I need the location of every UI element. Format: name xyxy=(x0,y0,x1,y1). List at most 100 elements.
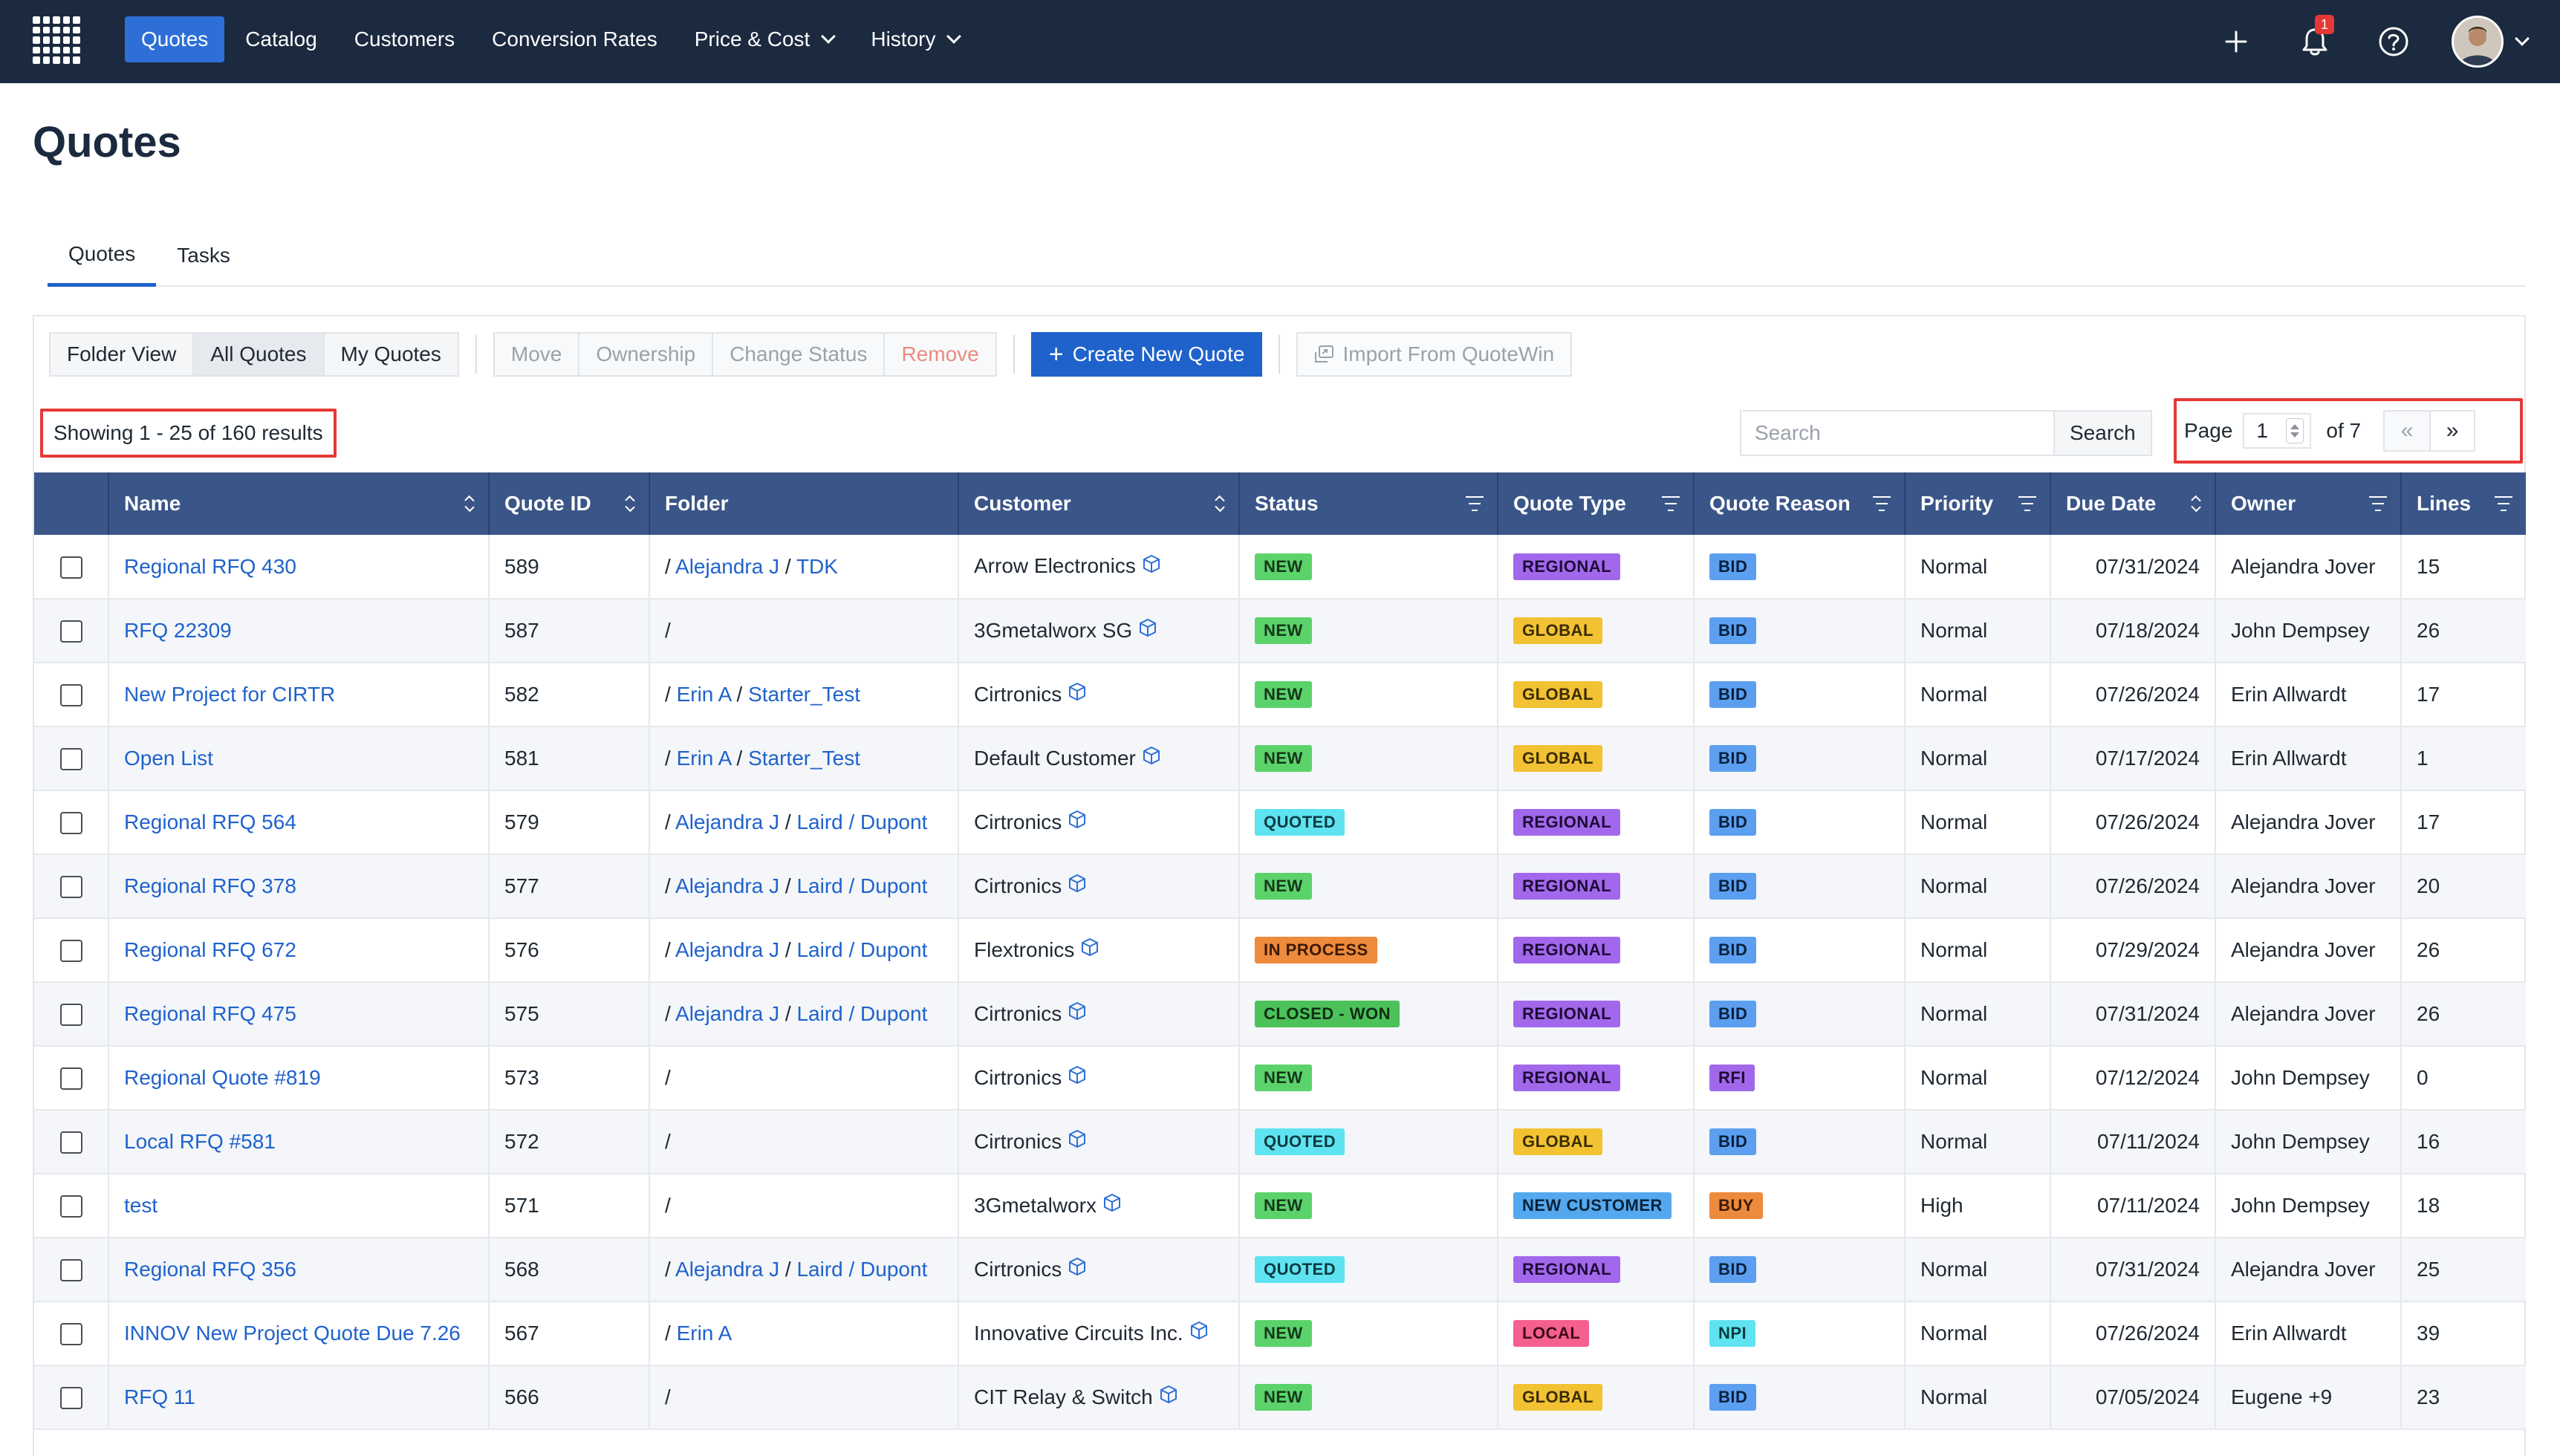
folder-link[interactable]: TDK xyxy=(796,554,838,578)
column-header-lines[interactable]: Lines xyxy=(2401,472,2526,535)
table-row[interactable]: Regional RFQ 672 576/ Alejandra J / Laird… xyxy=(34,918,2526,983)
add-button[interactable] xyxy=(2215,21,2257,62)
quote-name-link[interactable]: RFQ 11 xyxy=(124,1385,195,1408)
filter-icon[interactable] xyxy=(2018,496,2036,511)
search-input[interactable] xyxy=(1740,410,2053,456)
cube-icon[interactable] xyxy=(1102,1193,1122,1218)
filter-icon[interactable] xyxy=(1873,496,1891,511)
previous-page-button[interactable]: « xyxy=(2383,410,2430,452)
quote-name-link[interactable]: test xyxy=(124,1194,158,1217)
folder-link[interactable]: Alejandra J xyxy=(675,938,780,961)
row-checkbox[interactable] xyxy=(59,1323,82,1346)
column-header-status[interactable]: Status xyxy=(1239,472,1498,535)
search-button[interactable]: Search xyxy=(2053,410,2152,456)
folder-link[interactable]: Alejandra J xyxy=(675,1002,780,1025)
table-row[interactable]: RFQ 11 566 / CIT Relay & Switch NEW GLOBAL BI… xyxy=(34,1365,2526,1430)
nav-item-conversion-rates[interactable]: Conversion Rates xyxy=(475,16,674,62)
cube-icon[interactable] xyxy=(1068,1257,1087,1281)
folder-link[interactable]: Alejandra J xyxy=(675,554,780,578)
quote-name-link[interactable]: Regional RFQ 672 xyxy=(124,938,296,961)
cube-icon[interactable] xyxy=(1068,810,1087,834)
row-checkbox[interactable] xyxy=(59,876,82,899)
row-checkbox[interactable] xyxy=(59,620,82,643)
sort-icon[interactable] xyxy=(464,495,475,513)
grid-logo-icon[interactable] xyxy=(33,16,80,64)
my-quotes-button[interactable]: My Quotes xyxy=(322,332,459,377)
column-header-quote-reason[interactable]: Quote Reason xyxy=(1694,472,1906,535)
next-page-button[interactable]: » xyxy=(2429,410,2476,452)
table-row[interactable]: INNOV New Project Quote Due 7.26 567/ Eri… xyxy=(34,1301,2526,1366)
column-header-customer[interactable]: Customer xyxy=(958,472,1240,535)
folder-link[interactable]: Laird / Dupont xyxy=(796,1258,928,1281)
folder-link[interactable]: Laird / Dupont xyxy=(796,938,928,961)
cube-icon[interactable] xyxy=(1068,1001,1087,1026)
quote-name-link[interactable]: Open List xyxy=(124,747,213,770)
sort-icon[interactable] xyxy=(1215,495,1225,513)
nav-item-quotes[interactable]: Quotes xyxy=(125,16,225,62)
row-checkbox[interactable] xyxy=(59,1131,82,1154)
sort-icon[interactable] xyxy=(2191,495,2201,513)
folder-link[interactable]: Laird / Dupont xyxy=(796,1002,928,1025)
filter-icon[interactable] xyxy=(1662,496,1680,511)
ownership-button[interactable]: Ownership xyxy=(578,332,712,377)
change-status-button[interactable]: Change Status xyxy=(712,332,884,377)
filter-icon[interactable] xyxy=(1466,496,1484,511)
tab-tasks[interactable]: Tasks xyxy=(177,244,230,267)
folder-link[interactable]: Starter_Test xyxy=(748,683,861,706)
folder-link[interactable]: Erin A xyxy=(676,747,731,770)
row-checkbox[interactable] xyxy=(59,684,82,707)
column-header-owner[interactable]: Owner xyxy=(2215,472,2402,535)
row-checkbox[interactable] xyxy=(59,812,82,835)
quote-name-link[interactable]: Regional RFQ 564 xyxy=(124,810,296,833)
folder-link[interactable]: Alejandra J xyxy=(675,874,780,897)
help-button[interactable] xyxy=(2373,21,2414,62)
nav-item-history[interactable]: History xyxy=(854,16,975,62)
quote-name-link[interactable]: Local RFQ #581 xyxy=(124,1130,276,1153)
column-header-quote-type[interactable]: Quote Type xyxy=(1498,472,1695,535)
table-row[interactable]: Regional RFQ 430 589/ Alejandra J / TDK Ar… xyxy=(34,535,2526,599)
filter-icon[interactable] xyxy=(2495,496,2512,511)
import-from-quotewin-button[interactable]: Import From QuoteWin xyxy=(1296,332,1573,377)
row-checkbox[interactable] xyxy=(59,1067,82,1091)
column-header-folder[interactable]: Folder xyxy=(649,472,959,535)
folder-link[interactable]: Laird / Dupont xyxy=(796,810,928,833)
create-new-quote-button[interactable]: + Create New Quote xyxy=(1030,332,1263,377)
cube-icon[interactable] xyxy=(1080,937,1099,962)
cube-icon[interactable] xyxy=(1142,554,1161,579)
column-header-priority[interactable]: Priority xyxy=(1905,472,2051,535)
notifications-button[interactable]: 1 xyxy=(2294,15,2336,62)
quote-name-link[interactable]: INNOV New Project Quote Due 7.26 xyxy=(124,1322,461,1345)
row-checkbox[interactable] xyxy=(59,1004,82,1027)
folder-link[interactable]: Alejandra J xyxy=(675,810,780,833)
table-row[interactable]: Regional RFQ 378 577/ Alejandra J / Laird… xyxy=(34,854,2526,919)
table-row[interactable]: Regional Quote #819 573 / Cirtronics NEW REG… xyxy=(34,1046,2526,1111)
table-row[interactable]: Regional RFQ 356 568/ Alejandra J / Laird… xyxy=(34,1238,2526,1302)
table-row[interactable]: Open List 581/ Erin A / Starter_Test Defau… xyxy=(34,727,2526,791)
row-checkbox[interactable] xyxy=(59,556,82,579)
quote-name-link[interactable]: Regional RFQ 430 xyxy=(124,554,296,578)
filter-icon[interactable] xyxy=(2369,496,2387,511)
quote-name-link[interactable]: Regional Quote #819 xyxy=(124,1066,321,1089)
sort-icon[interactable] xyxy=(625,495,635,513)
row-checkbox[interactable] xyxy=(59,1195,82,1218)
nav-item-catalog[interactable]: Catalog xyxy=(229,16,334,62)
quote-name-link[interactable]: RFQ 22309 xyxy=(124,619,232,642)
remove-button[interactable]: Remove xyxy=(883,332,997,377)
tab-quotes[interactable]: Quotes xyxy=(48,224,157,287)
folder-link[interactable]: Erin A xyxy=(676,683,731,706)
cube-icon[interactable] xyxy=(1068,682,1087,706)
quote-name-link[interactable]: Regional RFQ 378 xyxy=(124,874,296,897)
table-row[interactable]: Local RFQ #581 572 / Cirtronics QUOTED GLOBA… xyxy=(34,1110,2526,1174)
cube-icon[interactable] xyxy=(1068,874,1087,898)
cube-icon[interactable] xyxy=(1138,618,1157,643)
table-row[interactable]: RFQ 22309 587 / 3Gmetalworx SG NEW GLOBAL BID… xyxy=(34,599,2526,663)
row-checkbox[interactable] xyxy=(59,1387,82,1410)
all-quotes-button[interactable]: All Quotes xyxy=(192,332,323,377)
folder-link[interactable]: Starter_Test xyxy=(748,747,861,770)
cube-icon[interactable] xyxy=(1189,1321,1209,1345)
nav-item-customers[interactable]: Customers xyxy=(338,16,471,62)
table-row[interactable]: Regional RFQ 564 579/ Alejandra J / Laird… xyxy=(34,790,2526,855)
page-stepper-icon[interactable] xyxy=(2286,418,2304,443)
row-checkbox[interactable] xyxy=(59,748,82,771)
user-menu[interactable] xyxy=(2452,16,2530,68)
